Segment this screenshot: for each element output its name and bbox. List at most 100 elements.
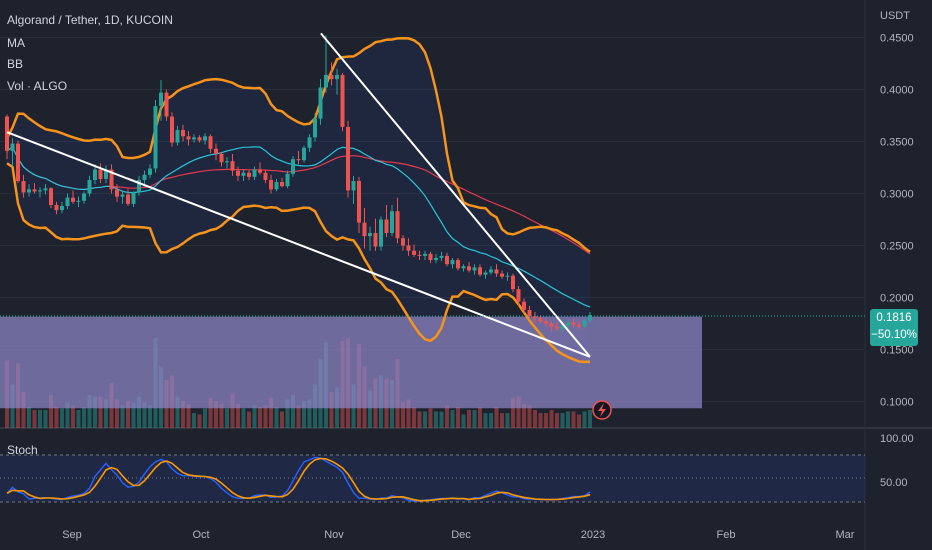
candle bbox=[170, 112, 174, 147]
candle bbox=[43, 184, 48, 195]
last-price-badge: 0.1816 −50.10% bbox=[870, 309, 918, 346]
price-tick-label: 0.3500 bbox=[880, 137, 914, 149]
volume-bar bbox=[412, 407, 416, 428]
candle bbox=[76, 196, 81, 208]
candle bbox=[65, 193, 70, 210]
volume-bar bbox=[247, 411, 251, 428]
candle bbox=[236, 166, 240, 182]
candle bbox=[472, 264, 477, 275]
candle bbox=[329, 62, 334, 86]
candle bbox=[467, 262, 471, 273]
candle bbox=[186, 131, 191, 146]
candle bbox=[555, 322, 559, 331]
volume-bar bbox=[142, 402, 147, 428]
volume-bar bbox=[544, 413, 548, 428]
volume-bar bbox=[115, 399, 119, 428]
lightning-icon[interactable] bbox=[592, 400, 612, 420]
candle bbox=[373, 218, 378, 251]
volume-bar bbox=[285, 399, 290, 428]
volume-bar bbox=[450, 410, 455, 428]
volume-bar bbox=[456, 407, 460, 428]
price-tick-label: 0.2000 bbox=[880, 293, 914, 305]
time-axis: Sep Oct Nov Dec 2023 Feb Mar bbox=[62, 529, 855, 541]
volume-bar bbox=[296, 405, 301, 428]
volume-bar bbox=[225, 408, 229, 428]
candle bbox=[263, 169, 268, 184]
symbol-title[interactable]: Algorand / Tether, 1D, KUCOIN bbox=[7, 13, 173, 27]
candle bbox=[109, 164, 114, 194]
candle bbox=[335, 68, 339, 95]
trendline[interactable] bbox=[320, 32, 591, 358]
volume-bar bbox=[500, 413, 504, 428]
candle bbox=[538, 315, 543, 324]
candle bbox=[27, 184, 31, 197]
candle bbox=[115, 184, 119, 202]
highlight-zone[interactable] bbox=[0, 316, 702, 409]
trendline[interactable] bbox=[6, 131, 591, 358]
candle bbox=[384, 204, 389, 238]
candle bbox=[527, 305, 532, 320]
candle bbox=[219, 151, 224, 167]
candle bbox=[258, 162, 262, 175]
volume-bar bbox=[203, 408, 207, 428]
volume-bar bbox=[60, 408, 64, 428]
volume-bar bbox=[214, 401, 218, 428]
volume-bar bbox=[445, 405, 449, 428]
volume-bar bbox=[494, 407, 499, 428]
volume-bar bbox=[417, 411, 422, 428]
volume-bar bbox=[241, 408, 246, 428]
volume-bar bbox=[428, 408, 433, 428]
volume-bar bbox=[71, 405, 75, 428]
volume-bar bbox=[186, 404, 191, 428]
volume-bar bbox=[461, 414, 466, 428]
candle bbox=[395, 197, 400, 244]
time-tick-label: Sep bbox=[62, 529, 82, 541]
volume-bar bbox=[472, 410, 477, 428]
volume-bar bbox=[368, 390, 372, 428]
candle bbox=[417, 250, 422, 261]
volume-bar bbox=[571, 411, 576, 428]
volume-bar bbox=[82, 407, 86, 428]
indicator-bb[interactable]: BB bbox=[7, 57, 24, 71]
indicator-volume[interactable]: Vol · ALGO bbox=[7, 79, 68, 93]
candle bbox=[159, 80, 163, 121]
candle bbox=[544, 318, 548, 327]
time-tick-label: Oct bbox=[192, 529, 209, 541]
candle bbox=[71, 190, 75, 204]
volume-bar bbox=[533, 410, 537, 428]
candle bbox=[582, 318, 587, 328]
volume-bar bbox=[439, 411, 444, 428]
candle bbox=[412, 244, 416, 257]
ma-fast-line bbox=[6, 146, 591, 308]
candle bbox=[362, 208, 367, 249]
candle bbox=[142, 170, 147, 187]
indicator-ma[interactable]: MA bbox=[7, 36, 25, 50]
candle bbox=[60, 201, 64, 214]
candle bbox=[445, 252, 449, 267]
candle bbox=[406, 238, 411, 256]
price-tick-label: 0.4000 bbox=[880, 85, 914, 97]
volume-bar bbox=[434, 411, 438, 428]
candle bbox=[439, 251, 444, 262]
candle bbox=[450, 257, 455, 269]
candle bbox=[285, 170, 290, 189]
volume-bar bbox=[54, 407, 59, 428]
volume-bar bbox=[32, 410, 37, 428]
stoch-k-line bbox=[6, 456, 591, 502]
volume-bar bbox=[555, 413, 559, 428]
candle bbox=[82, 191, 86, 204]
candle bbox=[54, 201, 59, 215]
candle bbox=[10, 138, 15, 167]
time-tick-label: Mar bbox=[836, 529, 855, 541]
volume-bar bbox=[307, 399, 312, 428]
candle bbox=[208, 134, 213, 153]
candle bbox=[571, 318, 576, 328]
candle bbox=[126, 189, 130, 206]
volume-bar bbox=[197, 414, 202, 428]
volume-bar bbox=[76, 410, 81, 428]
stoch-label[interactable]: Stoch bbox=[7, 443, 38, 457]
volume-bar bbox=[588, 410, 592, 428]
volume-bar bbox=[252, 405, 257, 428]
volume-bar bbox=[65, 402, 70, 428]
